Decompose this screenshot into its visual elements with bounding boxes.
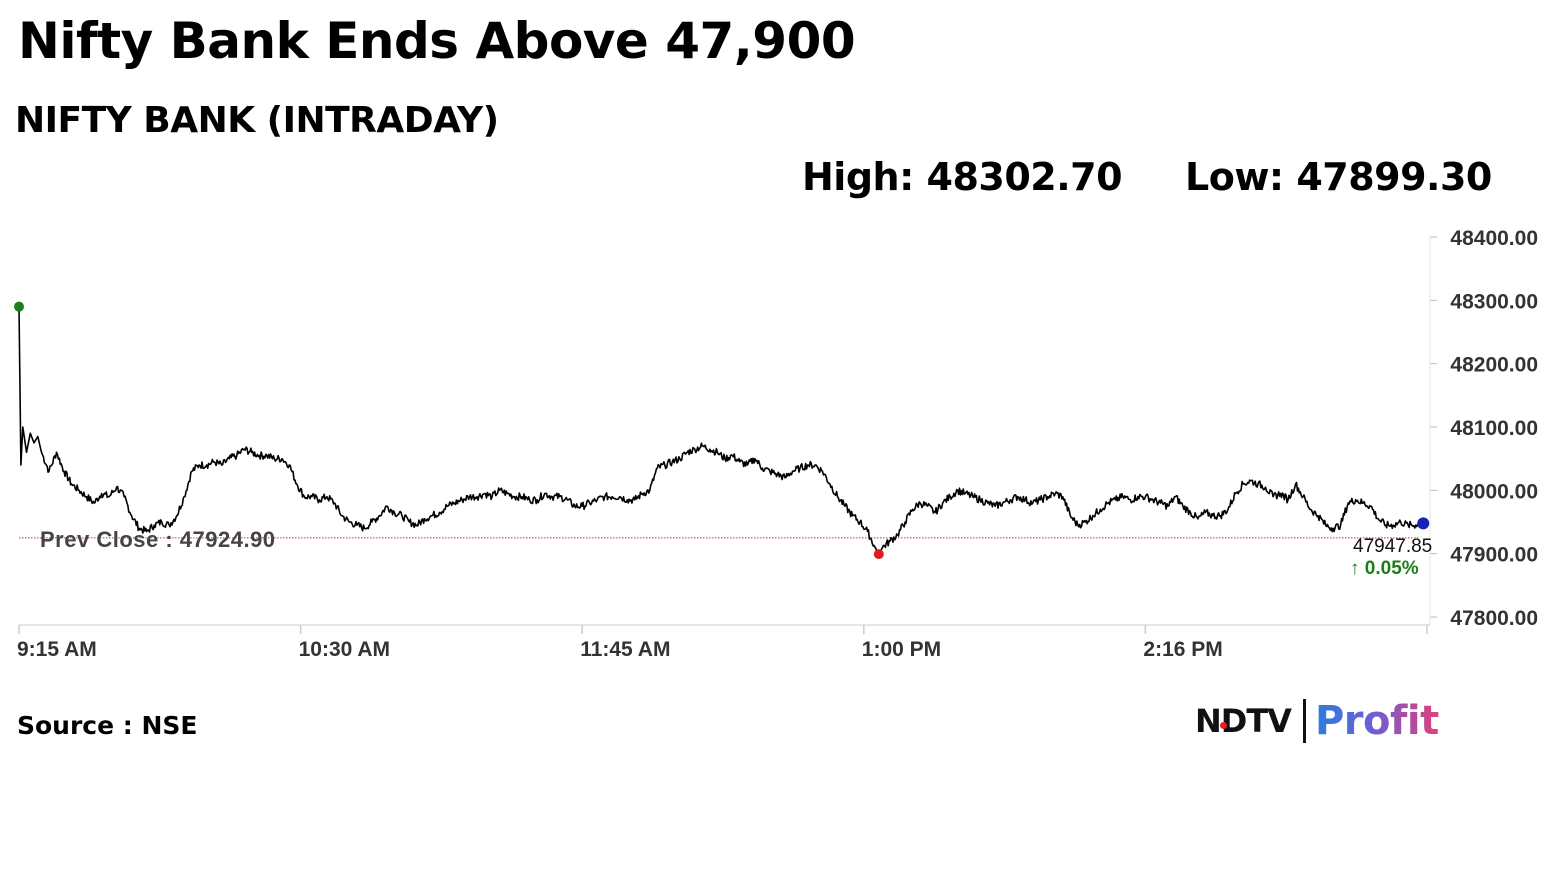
open-marker <box>14 301 24 312</box>
ndtv-profit-logo: NDTV Profit <box>1195 697 1439 745</box>
x-tick-label: 2:16 PM <box>1143 638 1222 661</box>
x-tick-label: 9:15 AM <box>17 638 97 661</box>
y-tick-label: 48000.00 <box>1450 480 1538 503</box>
chart-subtitle: NIFTY BANK (INTRADAY) <box>15 100 499 141</box>
y-tick-label: 48400.00 <box>1450 227 1538 250</box>
low-marker <box>873 549 884 560</box>
x-axis: 9:15 AM 10:30 AM 11:45 AM 1:00 PM 2:16 PM <box>17 237 1431 661</box>
source-note: Source : NSE <box>17 711 198 740</box>
y-tick-label: 47800.00 <box>1450 607 1538 630</box>
y-axis: 48400.00 48300.00 48200.00 48100.00 48000.00… <box>1430 227 1538 630</box>
day-high-label: High: 48302.70 <box>802 155 1123 199</box>
x-tick-label: 10:30 AM <box>299 638 390 661</box>
prev-close-label: Prev Close : 47924.90 <box>40 527 276 552</box>
last-marker <box>1417 517 1430 530</box>
price-series-line <box>18 306 1424 556</box>
logo-dot-icon <box>1220 722 1227 729</box>
last-value-label: 47947.85 <box>1353 536 1432 557</box>
logo-divider <box>1302 699 1306 743</box>
y-tick-label: 48200.00 <box>1450 354 1538 377</box>
day-low-label: Low: 47899.30 <box>1185 155 1492 199</box>
markers <box>14 301 1430 560</box>
x-tick-label: 11:45 AM <box>580 638 670 661</box>
profit-wordmark: Profit <box>1314 698 1439 744</box>
y-tick-label: 48100.00 <box>1450 417 1538 440</box>
intraday-line-chart: 48400.00 48300.00 48200.00 48100.00 48000.00… <box>14 227 1538 661</box>
change-percent-label: ↑ 0.05% <box>1350 558 1419 579</box>
ndtv-wordmark: NDTV <box>1195 702 1292 740</box>
y-tick-label: 47900.00 <box>1450 544 1538 567</box>
x-tick-label: 1:00 PM <box>862 638 941 661</box>
y-tick-label: 48300.00 <box>1450 290 1538 313</box>
headline: Nifty Bank Ends Above 47,900 <box>18 12 856 70</box>
